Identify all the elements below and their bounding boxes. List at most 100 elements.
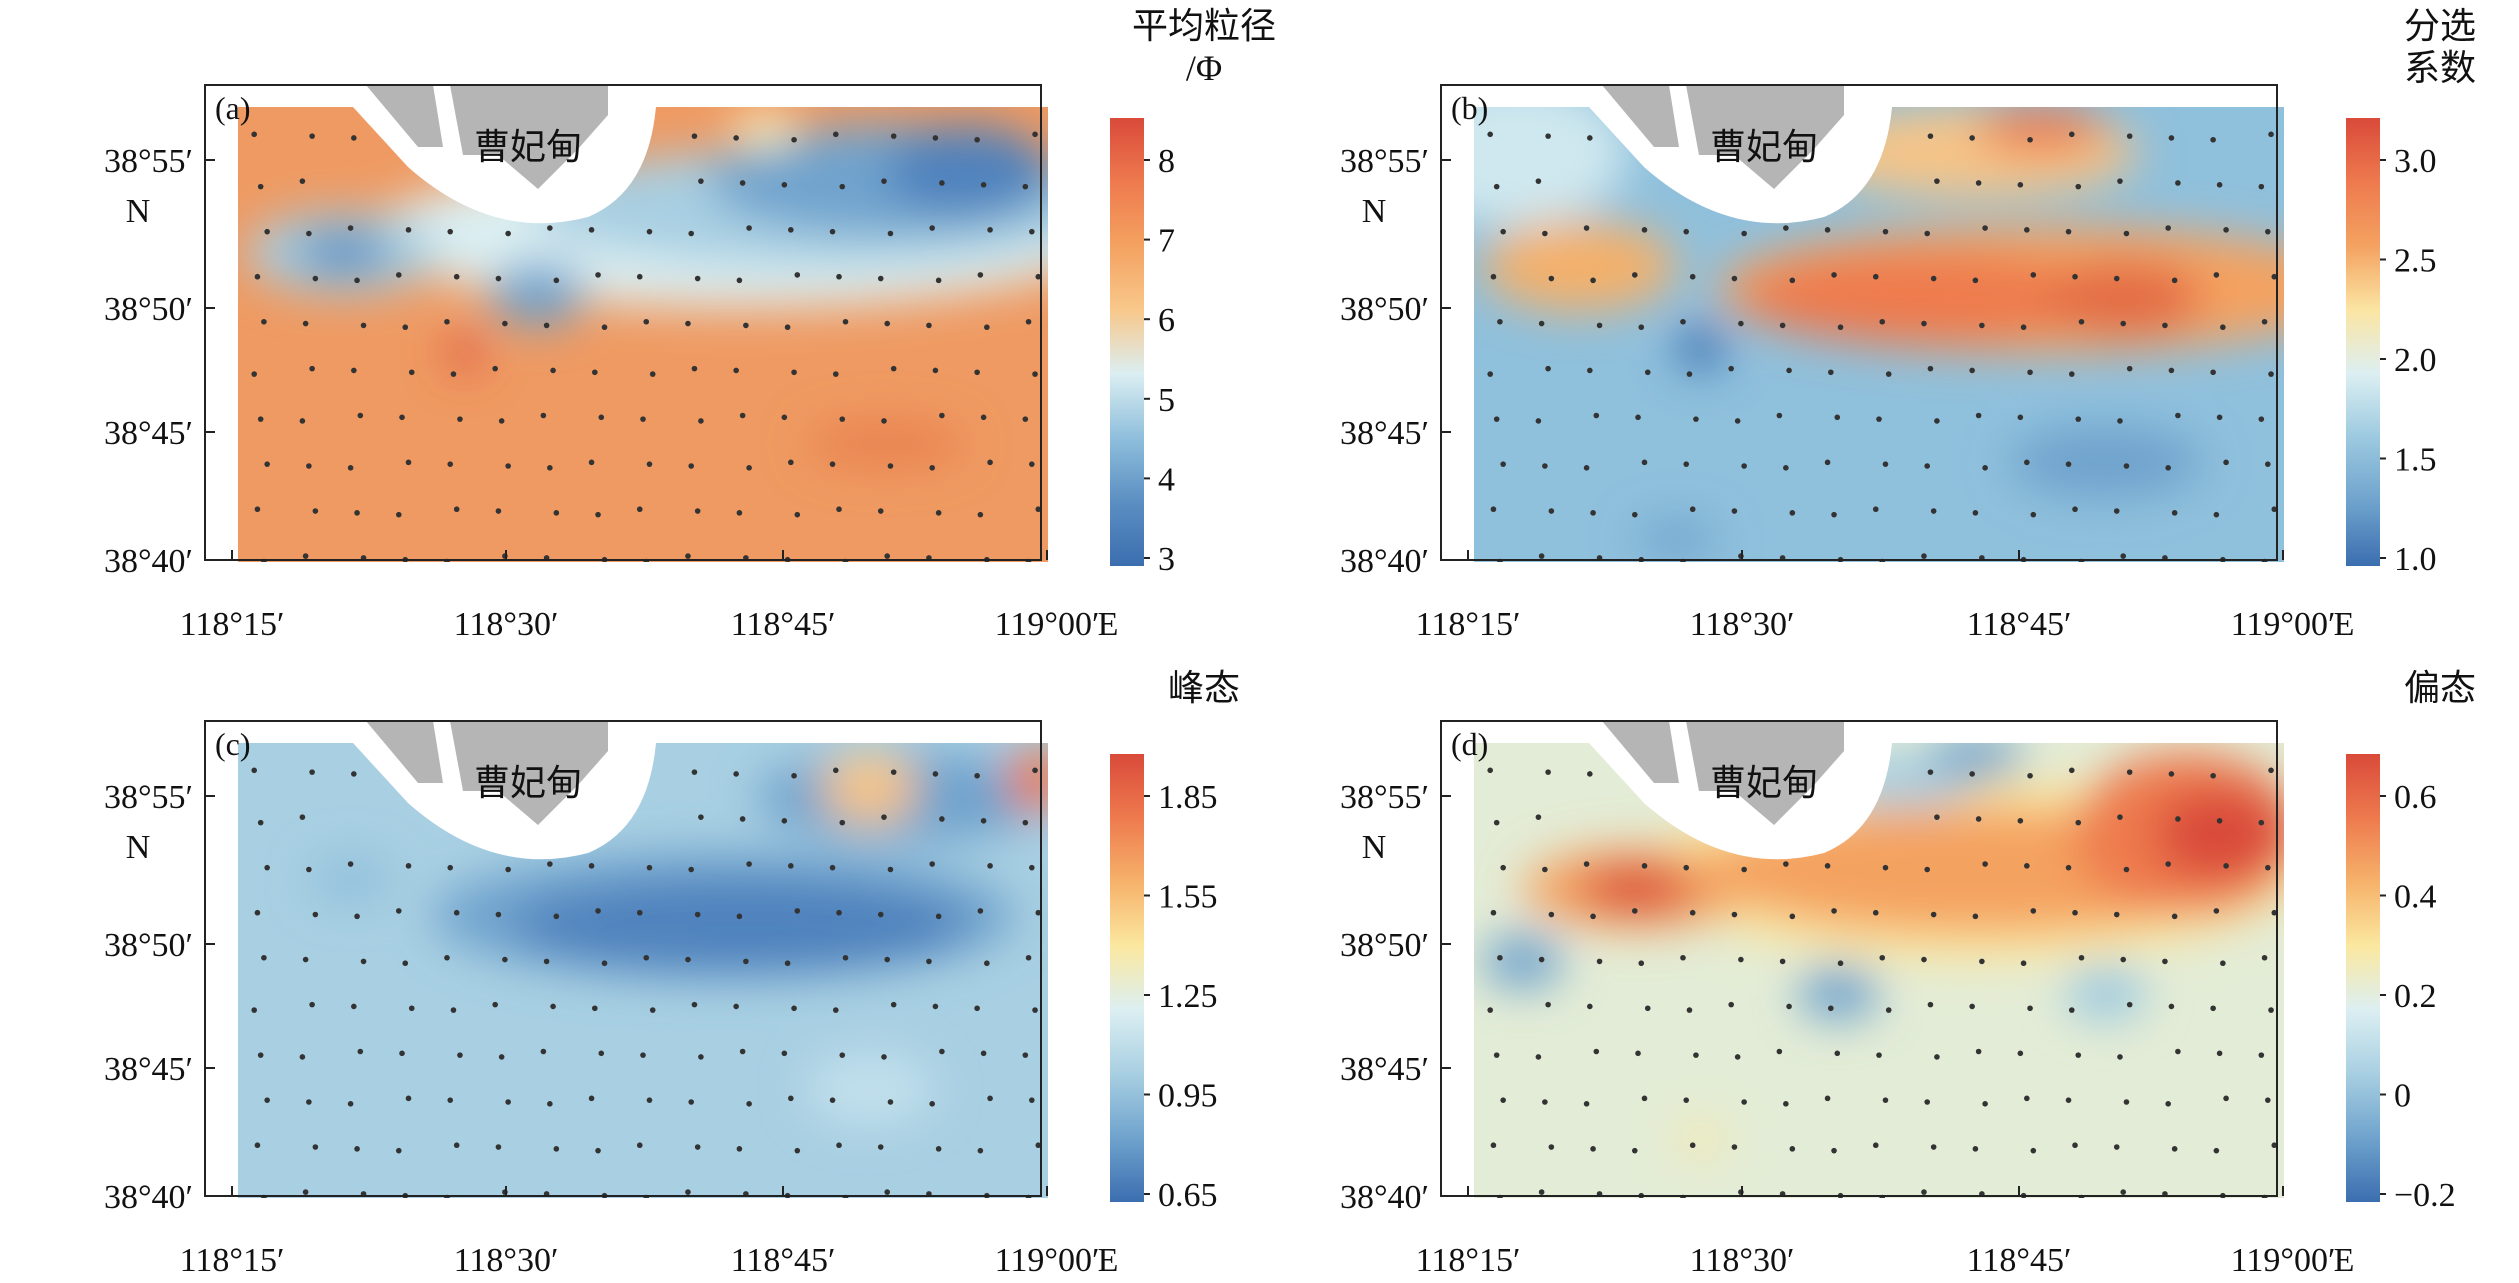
station-dot <box>2068 1007 2075 1013</box>
x-tick-label: 119°00′ <box>995 606 1100 643</box>
station-dot <box>877 508 884 514</box>
station-dot <box>1686 371 1693 377</box>
station-dot <box>694 508 701 514</box>
contour-blob <box>1798 965 1879 1021</box>
station-dot <box>1831 908 1837 914</box>
station-dot <box>1683 864 1690 871</box>
station-dot <box>649 1007 656 1013</box>
panel-label: (b) <box>1451 90 1488 126</box>
station-dot <box>1500 228 1506 235</box>
station-dot <box>877 275 884 282</box>
station-dot <box>1789 1146 1796 1152</box>
station-dot <box>2165 1101 2171 1107</box>
station-dot <box>299 814 306 820</box>
station-dot <box>402 960 409 967</box>
station-dot <box>2027 369 2033 376</box>
station-dot <box>935 510 942 516</box>
station-dot <box>2223 1095 2229 1102</box>
station-dot <box>354 510 360 516</box>
station-dot <box>1979 958 1985 965</box>
station-dot <box>2171 1146 2178 1152</box>
station-dot <box>736 277 743 284</box>
station-dot <box>929 225 935 231</box>
station-dot <box>444 318 450 325</box>
station-dot <box>1683 461 1690 467</box>
x-tick-label: 118°30′ <box>454 1242 559 1279</box>
station-dot <box>264 228 270 235</box>
station-dot <box>887 1099 894 1105</box>
y-tick-label: 38°55′ <box>104 143 193 180</box>
station-dot <box>643 954 650 961</box>
station-dot <box>1734 418 1741 424</box>
colorbar-tick-label: 0.6 <box>2394 779 2437 816</box>
x-tick-label: 118°15′ <box>180 606 285 643</box>
station-dot <box>890 133 897 139</box>
station-dot <box>1022 416 1029 422</box>
y-tick-label: 38°45′ <box>1340 1051 1429 1088</box>
station-dot <box>447 864 454 871</box>
station-dot <box>1741 230 1747 237</box>
town-label: 曹妃甸 <box>474 127 582 167</box>
station-dot <box>1982 465 1988 471</box>
station-dot <box>887 230 894 237</box>
station-dot <box>1641 227 1648 233</box>
station-dot <box>1930 911 1937 918</box>
station-dot <box>347 225 354 231</box>
station-dot <box>1535 178 1542 184</box>
station-dot <box>1683 228 1690 235</box>
land-block-west <box>1602 85 1679 147</box>
y-tick-label: 38°55′ <box>104 779 193 816</box>
y-tick-label: 38°45′ <box>104 415 193 452</box>
station-dot <box>450 1007 457 1013</box>
station-dot <box>736 510 743 516</box>
station-dot <box>547 1101 553 1107</box>
station-dot <box>839 416 846 422</box>
station-dot <box>257 416 264 422</box>
station-dot <box>1930 508 1937 514</box>
x-tick-label: 119°00′ <box>995 1242 1100 1279</box>
station-dot <box>1641 863 1648 869</box>
station-dot <box>698 814 704 820</box>
station-dot <box>264 461 270 467</box>
station-dot <box>498 1054 505 1060</box>
station-dot <box>2171 913 2178 920</box>
station-dot <box>1487 131 1493 138</box>
station-dot <box>739 180 746 186</box>
station-dot <box>1975 180 1982 186</box>
station-dot <box>1734 1054 1741 1060</box>
colorbar-tick-label: 0.65 <box>1158 1177 1218 1214</box>
station-dot <box>399 1050 405 1057</box>
station-dot <box>1885 371 1892 377</box>
station-dot <box>2271 909 2278 916</box>
station-dot <box>2126 769 2133 775</box>
x-tick-label: 118°45′ <box>731 606 836 643</box>
station-dot <box>1022 183 1029 190</box>
station-dot <box>1538 320 1545 327</box>
colorbar-tick-label: 7 <box>1158 223 1175 260</box>
station-dot <box>939 1048 945 1055</box>
station-dot <box>781 1050 788 1057</box>
station-dot <box>984 960 990 967</box>
station-dot <box>261 954 267 961</box>
station-dot <box>2223 863 2229 869</box>
station-dot <box>312 911 319 918</box>
town-label: 曹妃甸 <box>474 763 582 803</box>
station-dot <box>1689 909 1696 916</box>
station-dot <box>1638 960 1645 967</box>
station-dot <box>935 1146 942 1152</box>
colorbar-tick-label: 2.5 <box>2394 243 2437 280</box>
panel-b: 曹妃甸 (b) 38°55′ 38°50′ 38°45′ 38°40′ N 118°15′ 11… <box>1340 6 2476 643</box>
station-dot <box>1490 909 1497 916</box>
station-dot <box>794 1147 801 1154</box>
station-dot <box>836 1142 842 1149</box>
colorbar-tick-label: 5 <box>1158 382 1175 419</box>
station-dot <box>2123 230 2130 237</box>
station-dot <box>1635 1050 1641 1057</box>
station-dot <box>2113 1144 2120 1150</box>
station-dot <box>691 769 698 775</box>
station-dot <box>2068 131 2075 138</box>
station-dot <box>1583 1101 1590 1107</box>
station-dot <box>405 863 412 869</box>
station-dot <box>601 960 608 967</box>
colorbar-tick-label: 8 <box>1158 143 1175 180</box>
